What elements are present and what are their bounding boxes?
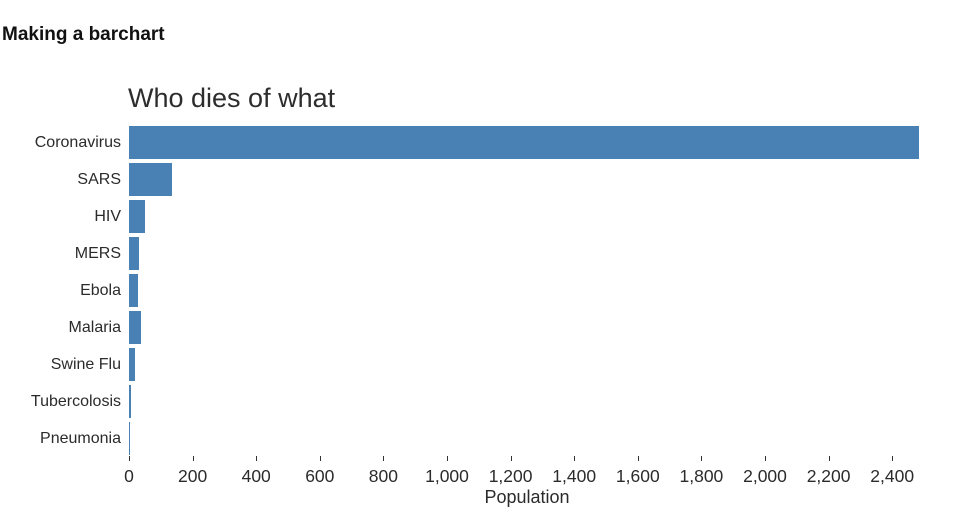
x-tick-mark <box>383 456 385 461</box>
y-axis-label: Malaria <box>68 318 121 336</box>
y-axis-label: SARS <box>77 170 121 188</box>
bar <box>129 348 136 381</box>
x-tick-mark <box>765 456 766 461</box>
x-tick-mark <box>701 456 703 461</box>
page-title: Making a barchart <box>2 24 165 45</box>
y-axis-label: HIV <box>94 207 121 225</box>
x-tick-mark <box>192 456 194 461</box>
bar-row: Swine Flu <box>0 348 960 381</box>
x-tick-label: 1,800 <box>679 466 724 486</box>
x-tick-label: 1,000 <box>425 466 469 486</box>
bar <box>129 237 139 270</box>
x-tick-label: 800 <box>368 466 398 486</box>
bar-row: Pneumonia <box>0 422 960 455</box>
x-tick-label: 1,400 <box>552 466 597 486</box>
bar <box>129 126 920 159</box>
x-tick-label: 2,000 <box>743 466 787 486</box>
bar <box>129 385 131 418</box>
x-tick-mark <box>129 456 130 461</box>
bar <box>129 163 172 196</box>
x-tick-label: 2,400 <box>870 466 915 486</box>
bar-row: MERS <box>0 237 960 270</box>
x-tick-mark <box>256 456 258 461</box>
x-tick-label: 1,200 <box>488 466 533 486</box>
x-tick-mark <box>319 456 321 461</box>
y-axis-label: MERS <box>74 244 121 262</box>
x-tick-label: 400 <box>241 466 271 486</box>
bar <box>129 311 142 344</box>
chart-title: Who dies of what <box>128 83 336 113</box>
x-tick-label: 0 <box>124 466 134 486</box>
y-axis-label: Tubercolosis <box>30 392 121 410</box>
x-tick-mark <box>574 456 576 461</box>
x-axis-label: Population <box>484 487 570 507</box>
x-tick-mark <box>892 456 894 461</box>
bar <box>129 422 131 455</box>
y-axis-label: Ebola <box>80 281 121 299</box>
x-tick-label: 200 <box>177 466 208 486</box>
x-tick-mark <box>447 456 448 461</box>
x-tick-label: 600 <box>305 466 335 486</box>
x-tick-mark <box>510 456 512 461</box>
bar <box>129 200 145 233</box>
y-axis-label: Coronavirus <box>34 133 121 151</box>
y-axis-label: Swine Flu <box>50 355 121 373</box>
bar-row: SARS <box>0 163 960 196</box>
y-axis-label: Pneumonia <box>40 429 121 447</box>
x-tick-mark <box>637 456 639 461</box>
bar <box>129 274 139 307</box>
bar-row: Coronavirus <box>0 126 960 159</box>
bar-row: HIV <box>0 200 960 233</box>
x-tick-label: 2,200 <box>806 466 851 486</box>
bar-row: Malaria <box>0 311 960 344</box>
bar-row: Tubercolosis <box>0 385 960 418</box>
bar-row: Ebola <box>0 274 960 307</box>
x-tick-mark <box>828 456 830 461</box>
x-tick-label: 1,600 <box>615 466 660 486</box>
